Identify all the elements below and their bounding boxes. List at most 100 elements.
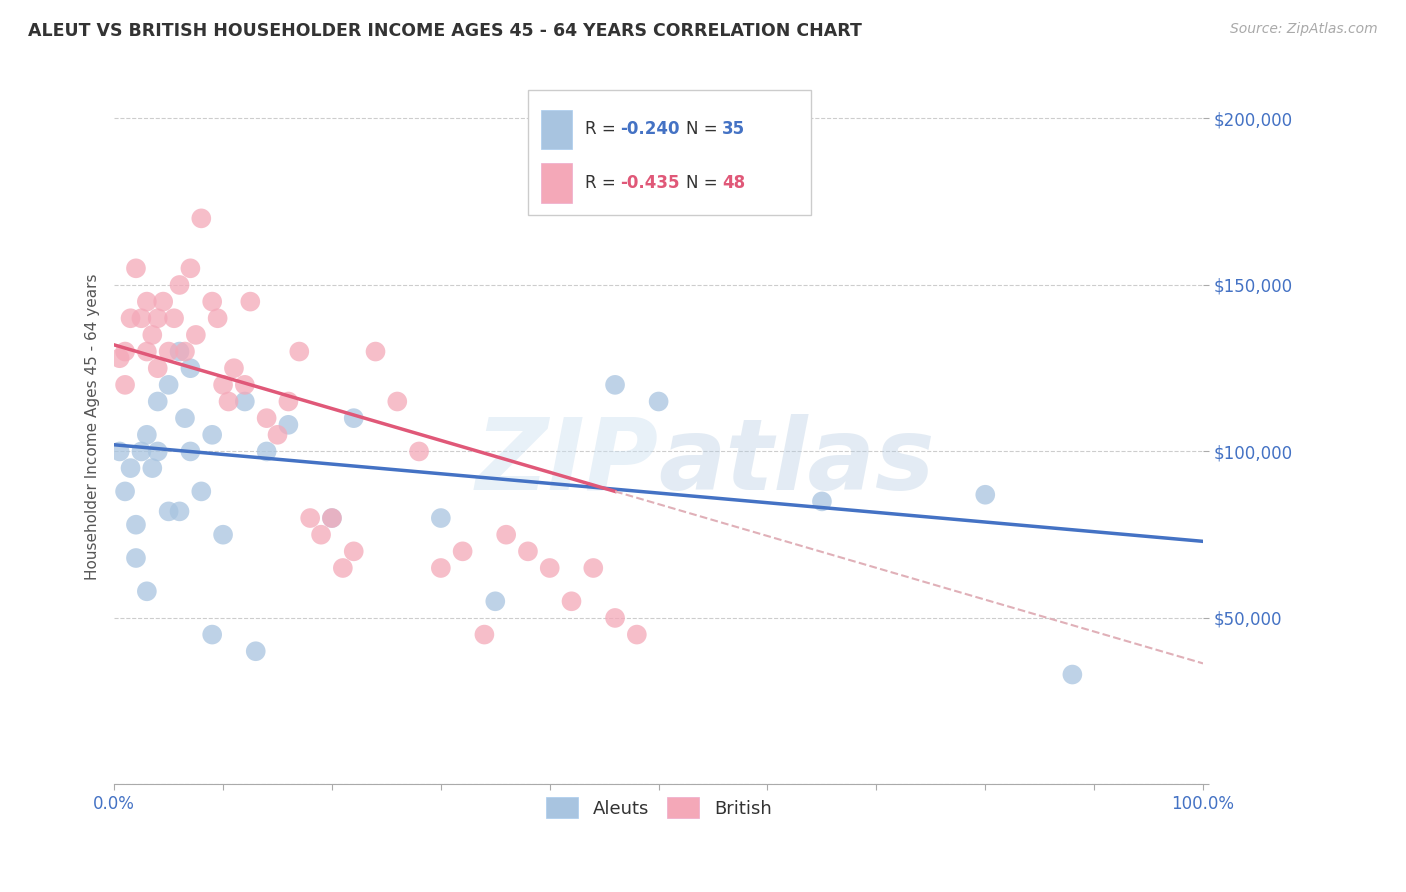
Point <box>201 294 224 309</box>
Point <box>343 544 366 558</box>
Point <box>131 444 153 458</box>
Point <box>152 294 174 309</box>
Point <box>233 394 256 409</box>
Point <box>125 261 148 276</box>
Point <box>108 444 131 458</box>
Point <box>212 527 235 541</box>
Bar <box>541 110 571 149</box>
Point <box>343 411 366 425</box>
Point <box>582 561 605 575</box>
Point <box>430 511 453 525</box>
Point <box>114 484 136 499</box>
Point <box>174 344 197 359</box>
Point <box>201 627 224 641</box>
Point <box>484 594 506 608</box>
Point <box>222 361 245 376</box>
Point <box>364 344 387 359</box>
Text: R =: R = <box>585 174 620 192</box>
Point <box>163 311 186 326</box>
Point <box>603 377 626 392</box>
Point <box>387 394 409 409</box>
Point <box>114 377 136 392</box>
Point <box>146 361 169 376</box>
Point <box>157 377 180 392</box>
Point <box>233 377 256 392</box>
Point <box>146 311 169 326</box>
Point <box>114 344 136 359</box>
Point <box>146 444 169 458</box>
Point <box>207 311 229 326</box>
Point <box>811 494 834 508</box>
Point <box>174 411 197 425</box>
Point <box>190 211 212 226</box>
Point <box>179 261 201 276</box>
Point <box>169 504 191 518</box>
Bar <box>541 163 571 202</box>
Text: ALEUT VS BRITISH HOUSEHOLDER INCOME AGES 45 - 64 YEARS CORRELATION CHART: ALEUT VS BRITISH HOUSEHOLDER INCOME AGES… <box>28 22 862 40</box>
Point <box>309 527 332 541</box>
Point <box>516 544 538 558</box>
Point <box>474 627 496 641</box>
Point <box>141 461 163 475</box>
Point <box>135 294 157 309</box>
Point <box>146 394 169 409</box>
FancyBboxPatch shape <box>527 90 811 215</box>
Point <box>169 277 191 292</box>
Point <box>131 311 153 326</box>
Point <box>239 294 262 309</box>
Point <box>321 511 343 525</box>
Text: N =: N = <box>686 174 723 192</box>
Point <box>626 627 648 641</box>
Point <box>495 527 517 541</box>
Point <box>179 444 201 458</box>
Point <box>451 544 474 558</box>
Point <box>157 344 180 359</box>
Point <box>266 427 288 442</box>
Text: R =: R = <box>585 120 620 138</box>
Point <box>603 611 626 625</box>
Legend: Aleuts, British: Aleuts, British <box>538 790 779 825</box>
Point <box>277 417 299 432</box>
Point <box>141 327 163 342</box>
Point <box>125 517 148 532</box>
Point <box>120 311 142 326</box>
Point <box>245 644 267 658</box>
Point <box>179 361 201 376</box>
Point <box>647 394 669 409</box>
Point <box>430 561 453 575</box>
Text: -0.240: -0.240 <box>620 120 681 138</box>
Point <box>135 584 157 599</box>
Text: 35: 35 <box>721 120 745 138</box>
Point <box>408 444 430 458</box>
Point <box>135 427 157 442</box>
Point <box>169 344 191 359</box>
Text: Source: ZipAtlas.com: Source: ZipAtlas.com <box>1230 22 1378 37</box>
Point <box>184 327 207 342</box>
Text: N =: N = <box>686 120 723 138</box>
Text: atlas: atlas <box>658 414 935 511</box>
Point <box>108 351 131 366</box>
Point <box>974 488 997 502</box>
Point <box>288 344 311 359</box>
Point <box>256 444 278 458</box>
Point <box>321 511 343 525</box>
Point <box>538 561 561 575</box>
Point <box>218 394 240 409</box>
Y-axis label: Householder Income Ages 45 - 64 years: Householder Income Ages 45 - 64 years <box>86 273 100 580</box>
Text: -0.435: -0.435 <box>620 174 681 192</box>
Point <box>125 551 148 566</box>
Point <box>120 461 142 475</box>
Point <box>332 561 354 575</box>
Point <box>212 377 235 392</box>
Point <box>299 511 322 525</box>
Point <box>135 344 157 359</box>
Text: 48: 48 <box>721 174 745 192</box>
Point <box>1062 667 1084 681</box>
Point <box>157 504 180 518</box>
Point <box>277 394 299 409</box>
Point <box>560 594 582 608</box>
Text: ZIP: ZIP <box>475 414 658 511</box>
Point <box>256 411 278 425</box>
Point <box>190 484 212 499</box>
Point <box>201 427 224 442</box>
